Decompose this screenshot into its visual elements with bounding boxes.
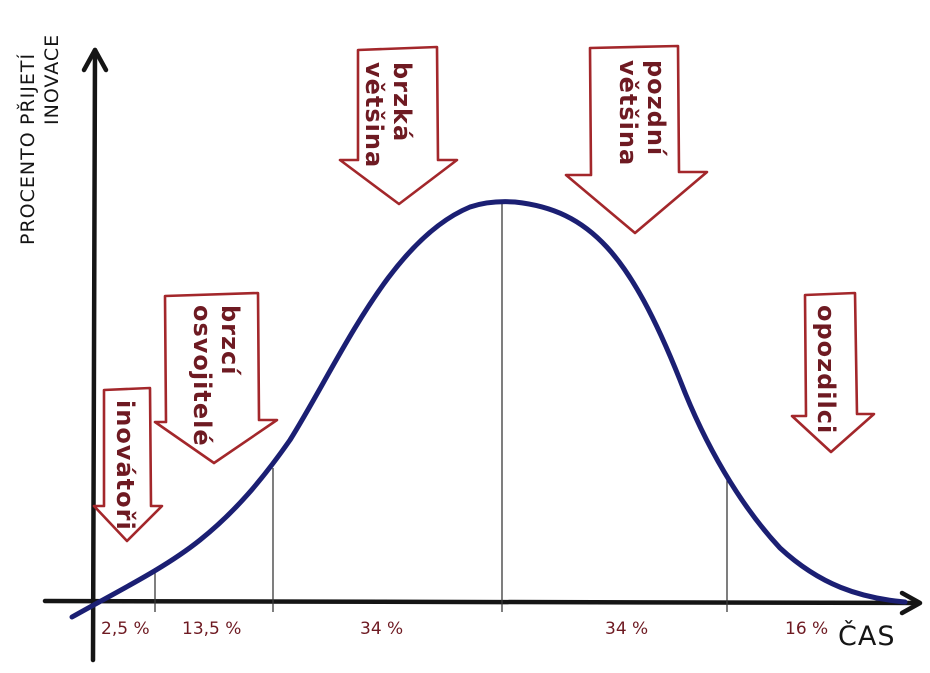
label-innovators: inovátoři <box>111 400 139 531</box>
label-early-majority-line-1: brzká <box>388 62 416 142</box>
arrow-innovators: inovátoři <box>92 386 164 543</box>
y-axis-title-line-1: PROCENTO <box>17 131 39 245</box>
share-label-laggards: 16 % <box>785 619 828 639</box>
arrow-laggards: opozdilci <box>790 291 876 454</box>
y-axis-arrowhead <box>81 47 109 73</box>
label-late-majority-line-2: většina <box>614 60 642 166</box>
arrow-early-adopters: brzcí osvojitelé <box>153 291 279 465</box>
share-label-late-majority: 34 % <box>605 619 648 639</box>
y-axis-title: PROCENTO PŘIJETÍ INOVACE <box>16 34 63 245</box>
label-early-majority-line-2: většina <box>360 62 388 168</box>
adoption-curve <box>69 199 908 620</box>
x-axis-arrowhead <box>899 590 923 616</box>
share-label-early-adopters: 13,5 % <box>182 619 241 639</box>
arrow-early-majority: brzká většina <box>338 45 459 206</box>
share-label-early-majority: 34 % <box>360 619 403 639</box>
y-axis <box>90 47 98 663</box>
share-label-innovators: 2,5 % <box>101 619 150 639</box>
y-axis-title-line-3: INOVACE <box>41 34 63 125</box>
y-axis-title-line-2: PŘIJETÍ <box>16 53 39 125</box>
arrow-late-majority: pozdní většina <box>564 44 709 235</box>
label-early-adopters-line-1: brzcí <box>216 305 244 376</box>
label-early-adopters-line-2: osvojitelé <box>188 305 216 447</box>
label-late-majority-line-1: pozdní <box>642 60 670 157</box>
x-axis-title: ČAS <box>838 620 895 652</box>
label-laggards: opozdilci <box>812 305 840 434</box>
x-axis <box>42 598 921 606</box>
